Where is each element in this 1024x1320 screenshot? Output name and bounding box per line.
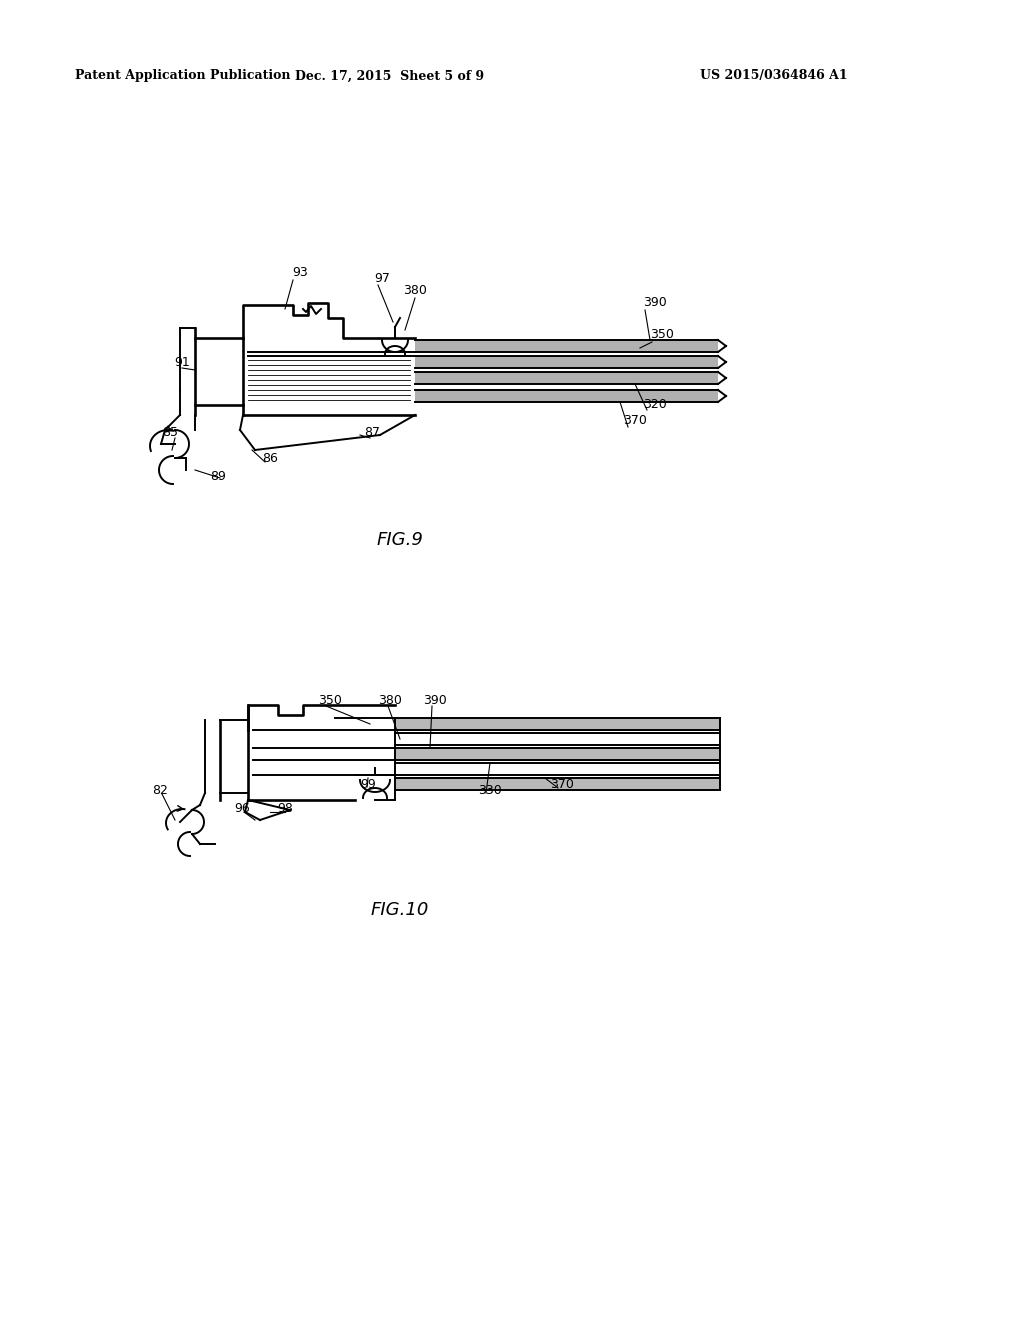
Text: FIG.9: FIG.9 bbox=[377, 531, 424, 549]
Text: 98: 98 bbox=[278, 801, 293, 814]
Text: 390: 390 bbox=[643, 296, 667, 309]
Text: 370: 370 bbox=[623, 413, 647, 426]
Text: 99: 99 bbox=[360, 777, 376, 791]
Text: 350: 350 bbox=[318, 693, 342, 706]
Text: 330: 330 bbox=[478, 784, 502, 796]
Text: 93: 93 bbox=[292, 265, 308, 279]
Text: Dec. 17, 2015  Sheet 5 of 9: Dec. 17, 2015 Sheet 5 of 9 bbox=[296, 70, 484, 82]
Text: 370: 370 bbox=[550, 777, 573, 791]
Text: 380: 380 bbox=[403, 284, 427, 297]
Text: 320: 320 bbox=[643, 397, 667, 411]
Text: 390: 390 bbox=[423, 693, 446, 706]
Text: 86: 86 bbox=[262, 451, 278, 465]
Text: 96: 96 bbox=[234, 801, 250, 814]
Text: FIG.10: FIG.10 bbox=[371, 902, 429, 919]
Text: 350: 350 bbox=[650, 327, 674, 341]
Text: 87: 87 bbox=[364, 425, 380, 438]
Text: US 2015/0364846 A1: US 2015/0364846 A1 bbox=[700, 70, 848, 82]
Text: 380: 380 bbox=[378, 693, 402, 706]
Text: 89: 89 bbox=[210, 470, 226, 483]
Text: 85: 85 bbox=[162, 425, 178, 438]
Text: 97: 97 bbox=[374, 272, 390, 285]
Text: 82: 82 bbox=[152, 784, 168, 796]
Text: Patent Application Publication: Patent Application Publication bbox=[75, 70, 291, 82]
Text: 91: 91 bbox=[174, 355, 189, 368]
